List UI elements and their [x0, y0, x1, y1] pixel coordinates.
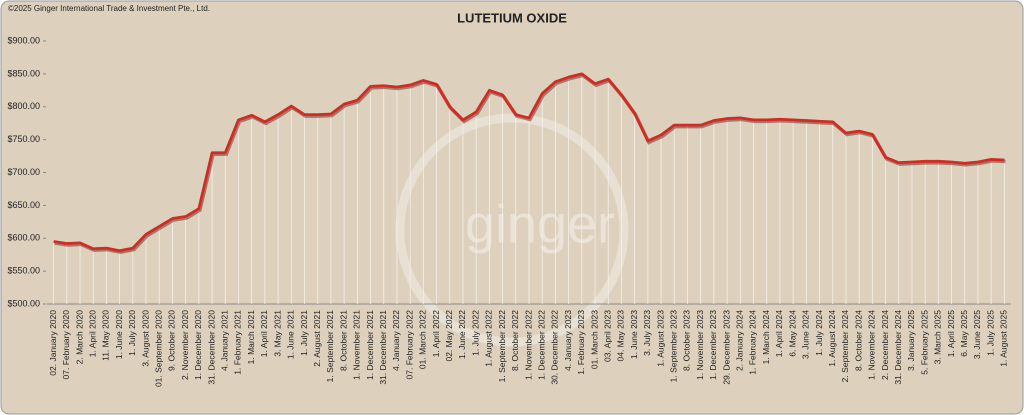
x-tick-label: 1. August 2022 — [484, 310, 494, 367]
x-tick-label: 1. April 2022 — [431, 310, 441, 358]
x-tick-label: 07. February 2022 — [404, 310, 414, 380]
y-tick-label: $900.00 — [7, 35, 40, 45]
x-tick-label: 1. December 2021 — [365, 310, 375, 380]
x-tick-label: 02. January 2020 — [48, 310, 58, 376]
x-tick-label: 1. August 2025 — [999, 310, 1009, 367]
x-tick-label: 1. June 2020 — [114, 310, 124, 359]
watermark: ginger — [465, 194, 615, 254]
x-tick-label: 11. May 2020 — [101, 310, 111, 361]
x-tick-label: 8. October 2021 — [338, 310, 348, 371]
watermark-ring — [395, 113, 629, 347]
y-tick-label: $650.00 — [7, 200, 40, 210]
chart-title: LUTETIUM OXIDE — [457, 10, 567, 25]
x-tick-label: 1. December 2020 — [193, 310, 203, 380]
x-tick-label: 3. June 2024 — [801, 310, 811, 359]
x-tick-label: 3. May 2021 — [272, 310, 282, 357]
x-tick-label: 1. November 2021 — [352, 310, 362, 380]
y-tick-label: $600.00 — [7, 233, 40, 243]
x-tick-label: 1. June 2021 — [286, 310, 296, 359]
x-tick-label: 2. August 2021 — [312, 310, 322, 367]
x-tick-label: 31. December 2020 — [206, 310, 216, 385]
x-tick-label: 01. September 2020 — [153, 310, 163, 387]
y-tick-label: $500.00 — [7, 298, 40, 308]
x-tick-label: 2. November 2020 — [180, 310, 190, 380]
x-tick-label: 3. August 2020 — [140, 310, 150, 367]
x-tick-label: 3. July 2023 — [642, 310, 652, 356]
x-tick-label: 1. September 2021 — [325, 310, 335, 383]
x-tick-label: 1. July 2022 — [470, 310, 480, 356]
x-tick-label: 1. September 2023 — [669, 310, 679, 383]
y-tick-label: $700.00 — [7, 167, 40, 177]
x-tick-label: 1. July 2024 — [814, 310, 824, 356]
x-tick-label: 31. December 2024 — [893, 310, 903, 385]
x-tick-label: 3. January 2025 — [906, 310, 916, 371]
line — [53, 72, 1005, 253]
x-tick-label: 8. October 2022 — [510, 310, 520, 371]
x-tick-label: 3. June 2025 — [972, 310, 982, 359]
x-tick-label: 4. January 2023 — [563, 310, 573, 371]
y-tick-label: $850.00 — [7, 68, 40, 78]
x-tick-label: 1. February 2023 — [576, 310, 586, 375]
x-tick-label: 1. November 2022 — [523, 310, 533, 380]
x-tick-label: 6. May 2025 — [959, 310, 969, 357]
x-tick-label: 2. September 2024 — [840, 310, 850, 383]
x-tick-label: 03. April 2023 — [602, 310, 612, 362]
x-tick-label: 01. March 2023 — [589, 310, 599, 369]
x-tick-label: 1. August 2024 — [827, 310, 837, 367]
x-tick-label: 1. September 2022 — [497, 310, 507, 383]
x-tick-label: 6. May 2024 — [787, 310, 797, 357]
x-tick-label: 8. October 2024 — [853, 310, 863, 371]
x-tick-label: 2. December 2024 — [880, 310, 890, 380]
x-tick-label: 1. June 2023 — [629, 310, 639, 359]
x-tick-label: 07. February 2020 — [61, 310, 71, 380]
x-tick-label: 1. June 2022 — [457, 310, 467, 359]
x-tick-label: 8. October 2023 — [682, 310, 692, 371]
x-tick-label: 2. March 2020 — [74, 310, 84, 365]
x-tick-label: 04. May 2023 — [616, 310, 626, 362]
x-tick-label: 1. July 2021 — [299, 310, 309, 356]
x-tick-label: 9. October 2020 — [167, 310, 177, 371]
x-tick-label: 1. August 2023 — [655, 310, 665, 367]
x-tick-label: 1. July 2025 — [985, 310, 995, 356]
x-tick-label: 29. December 2023 — [721, 310, 731, 385]
x-tick-label: 02. May 2022 — [444, 310, 454, 362]
x-tick-label: 3. March 2025 — [933, 310, 943, 365]
x-tick-label: 1. April 2020 — [87, 310, 97, 358]
x-tick-label: 1. March 2024 — [761, 310, 771, 365]
y-tick-label: $800.00 — [7, 101, 40, 111]
y-tick-label: $750.00 — [7, 134, 40, 144]
x-tick-label: 31. December 2021 — [378, 310, 388, 385]
x-tick-label: 1. April 2021 — [259, 310, 269, 358]
x-tick-label: 1. July 2020 — [127, 310, 137, 356]
x-tick-label: 1. December 2023 — [708, 310, 718, 380]
x-tick-label: 01. March 2022 — [418, 310, 428, 369]
y-tick-label: $550.00 — [7, 266, 40, 276]
x-tick-label: 30. December 2022 — [550, 310, 560, 385]
x-tick-label: 1. November 2023 — [695, 310, 705, 380]
x-tick-label: 1. April 2025 — [946, 310, 956, 358]
x-tick-label: 1. November 2024 — [867, 310, 877, 380]
x-tick-label: 1. February 2024 — [748, 310, 758, 375]
x-tick-label: 1. February 2021 — [233, 310, 243, 375]
x-tick-label: 1. December 2022 — [536, 310, 546, 380]
x-tick-label: 2. January 2024 — [735, 310, 745, 371]
x-tick-label: 1. March 2021 — [246, 310, 256, 365]
copyright: ©2025 Ginger International Trade & Inves… — [8, 4, 210, 13]
x-tick-label: 4. January 2021 — [220, 310, 230, 371]
x-tick-label: 4. January 2022 — [391, 310, 401, 371]
x-tick-label: 5. February 2025 — [919, 310, 929, 375]
x-tick-label: 1. April 2024 — [774, 310, 784, 358]
